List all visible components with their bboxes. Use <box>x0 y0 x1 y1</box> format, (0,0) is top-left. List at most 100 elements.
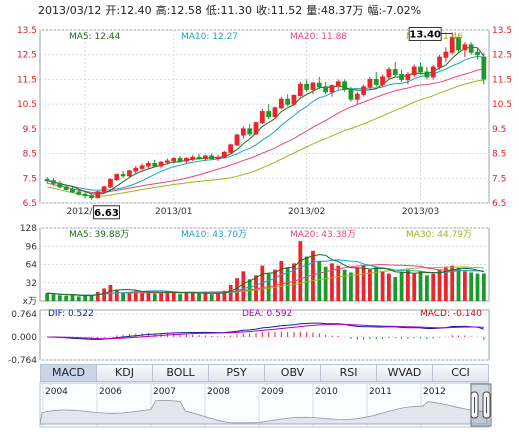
timeline-year-label: 2007 <box>153 387 176 397</box>
price-tick-label-left: 9.5 <box>23 125 37 135</box>
volume-bar <box>216 293 220 301</box>
candle-body <box>272 107 278 117</box>
candle-body <box>462 44 468 51</box>
candle-body <box>392 69 398 75</box>
volume-bar <box>228 285 233 301</box>
volume-bar <box>361 265 366 301</box>
volume-tick-label: 64 <box>26 261 38 271</box>
volume-bar <box>83 295 88 301</box>
volume-bar <box>431 273 436 301</box>
volume-ma20-legend: MA20: 43.38万 <box>290 230 356 240</box>
price-tick-label-left: 12.5 <box>17 51 37 61</box>
price-x-tick-label: 2013/02 <box>288 207 325 217</box>
candle-body <box>120 174 126 177</box>
price-tick-label-right: 9.5 <box>492 125 506 135</box>
indicator-tabs: MACD KDJ BOLL PSY OBV RSI WVAD CCI <box>40 364 489 382</box>
volume-ma5-line <box>47 254 484 297</box>
candle-body <box>215 156 221 160</box>
candle-body <box>468 44 474 53</box>
volume-bar <box>89 295 94 301</box>
header-change-label: 幅: <box>367 4 383 17</box>
candle-body <box>259 111 265 124</box>
candle-body <box>481 56 487 80</box>
volume-bar <box>323 266 328 301</box>
candle-body <box>342 81 348 90</box>
tab-kdj[interactable]: KDJ <box>97 365 153 381</box>
min-callout-box <box>92 205 120 220</box>
tab-cci[interactable]: CCI <box>433 365 488 381</box>
tab-obv[interactable]: OBV <box>265 365 321 381</box>
price-ma20-line <box>47 68 484 194</box>
volume-bar <box>203 293 208 301</box>
candle-body <box>310 82 316 90</box>
volume-bar <box>260 265 265 301</box>
timeline-navigator[interactable]: 2004 2006 2007 2008 2009 2010 2011 2012 <box>39 382 492 428</box>
candle-body <box>456 36 461 51</box>
volume-bar <box>209 294 214 301</box>
volume-bar <box>178 294 182 301</box>
price-ma10-line <box>47 55 484 191</box>
header-high: 12.58 <box>170 4 202 17</box>
candle-body <box>95 191 101 199</box>
tab-rsi[interactable]: RSI <box>321 365 377 381</box>
price-x-tick-label: 2012/12 <box>66 207 103 217</box>
volume-bar <box>285 267 290 301</box>
volume-unit-label: x万 <box>23 297 37 307</box>
price-tick-label-right: 11.5 <box>492 75 512 85</box>
price-ma30-line <box>47 79 484 197</box>
volume-bar <box>159 292 163 301</box>
volume-bar <box>374 266 379 301</box>
volume-bar <box>140 292 144 301</box>
timeline-year-label: 2011 <box>369 387 392 397</box>
volume-bar <box>114 289 119 301</box>
macd-dea-legend: DEA: 0.592 <box>242 309 292 319</box>
price-tick-label-left: 10.5 <box>17 100 37 110</box>
header-date: 2013/03/12 <box>38 4 102 17</box>
volume-bar <box>102 288 107 301</box>
price-tick-label-right: 7.5 <box>492 174 506 184</box>
volume-bar <box>279 261 284 301</box>
price-x-tick-label: 2013/01 <box>155 207 192 217</box>
macd-panel: 0.764 0.000 -0.764 DIF: 0.522 DEA: 0.592 MACD… <box>8 309 490 366</box>
volume-bar <box>393 277 398 301</box>
volume-bar <box>336 265 341 301</box>
price-tick-label-right: 8.5 <box>492 150 506 160</box>
volume-bar <box>184 293 189 301</box>
candle-body <box>228 144 234 153</box>
ohlc-header: 2013/03/12 开:12.40 高:12.58 低:11.30 收:11.52 量:… <box>38 2 425 18</box>
candle-body <box>44 179 50 182</box>
volume-bar <box>418 271 423 301</box>
volume-bar <box>424 275 429 301</box>
volume-bar <box>437 269 442 301</box>
price-ma10-legend: MA10: 12.27 <box>181 32 238 42</box>
volume-bar <box>133 290 138 301</box>
candle-body <box>430 66 436 78</box>
timeline-year-label: 2012 <box>423 387 446 397</box>
volume-bar <box>342 269 347 301</box>
candle-body <box>234 134 240 146</box>
volume-bar <box>121 293 126 301</box>
volume-bar <box>235 278 239 301</box>
candle-body <box>323 86 329 93</box>
tab-wvad[interactable]: WVAD <box>377 365 433 381</box>
candle-body <box>437 56 442 68</box>
volume-bar <box>190 292 195 301</box>
volume-bar <box>197 293 201 301</box>
candle-body <box>449 36 455 53</box>
macd-tick-label: -0.764 <box>8 356 37 366</box>
timeline-year-label: 2009 <box>261 387 284 397</box>
tab-psy[interactable]: PSY <box>209 365 265 381</box>
tab-boll[interactable]: BOLL <box>153 365 209 381</box>
header-high-label: 高: <box>155 4 171 17</box>
volume-bar <box>171 291 176 301</box>
candle-body <box>82 193 88 197</box>
candle-body <box>443 51 449 58</box>
candle-body <box>89 195 94 199</box>
tab-macd[interactable]: MACD <box>41 365 97 381</box>
candle-body <box>165 160 170 163</box>
candle-body <box>146 162 151 167</box>
price-tick-label-left: 13.5 <box>17 26 37 36</box>
volume-ma10-line <box>47 259 484 296</box>
candle-body <box>152 162 158 167</box>
candle-body <box>114 174 120 181</box>
